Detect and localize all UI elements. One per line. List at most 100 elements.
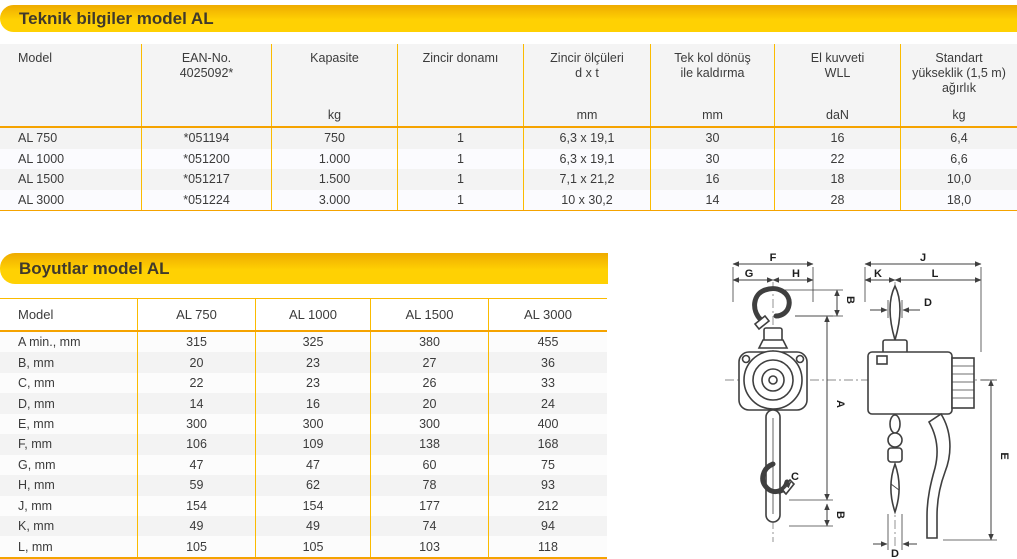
t2-cell: 47 bbox=[138, 454, 256, 476]
t1-cell: 750 bbox=[272, 128, 398, 149]
t2-cell: 154 bbox=[138, 495, 256, 516]
t1-cell: 18,0 bbox=[946, 192, 972, 207]
t1-header-label: WLL bbox=[824, 66, 851, 80]
t1-header-unit: kg bbox=[327, 108, 342, 122]
t2-row: J, mm 154 154 177 212 bbox=[0, 495, 607, 516]
t1-cell: 30 bbox=[651, 148, 775, 169]
t1-cell: 28 bbox=[775, 189, 901, 210]
t1-row: AL 1000 *051200 1.000 1 6,3 x 19,1 30 22 6,6 bbox=[0, 148, 1017, 169]
t2-cell: 23 bbox=[256, 352, 371, 373]
t2-cell: 49 bbox=[138, 515, 256, 537]
t2-cell: 455 bbox=[537, 335, 559, 350]
dimensions-table: Model AL 750 AL 1000 AL 1500 AL 3000 A min.,… bbox=[0, 298, 607, 559]
t2-cell: 62 bbox=[256, 475, 371, 496]
t2-row: L, mm 105 105 103 118 bbox=[0, 536, 607, 557]
hoist-dimension-drawing: F G H B C A B J K L D bbox=[725, 252, 1010, 559]
chain-connector bbox=[887, 447, 903, 463]
dim-label-D-top: D bbox=[924, 297, 932, 309]
t1-header-unit: mm bbox=[702, 108, 723, 122]
t1-cell: 7,1 x 21,2 bbox=[524, 169, 651, 190]
t1-row: AL 3000 *051224 3.000 1 10 x 30,2 14 28 18,0 bbox=[0, 189, 1017, 210]
t2-cell: 22 bbox=[138, 372, 256, 394]
t2-cell: 106 bbox=[138, 434, 256, 455]
t1-header-unit: mm bbox=[576, 108, 598, 122]
bottom-hook-side bbox=[890, 461, 900, 515]
section1-title: Teknik bilgiler model AL bbox=[19, 8, 214, 28]
t1-body: AL 750 *051194 750 1 6,3 x 19,1 30 16 6,4 AL 100… bbox=[0, 128, 1017, 211]
dim-label-D-bottom: D bbox=[891, 548, 899, 559]
top-hook-side bbox=[889, 284, 901, 343]
t2-cell: 177 bbox=[371, 495, 489, 516]
t1-cell: 1 bbox=[398, 189, 524, 210]
t2-cell: 27 bbox=[371, 352, 489, 373]
t2-cell: 74 bbox=[371, 515, 489, 537]
gear-hub bbox=[768, 375, 778, 385]
t2-row: G, mm 47 47 60 75 bbox=[0, 454, 607, 476]
t1-cell: 1 bbox=[398, 169, 524, 190]
t2-row: H, mm 59 62 78 93 bbox=[0, 475, 607, 496]
t1-cell: 3.000 bbox=[272, 189, 398, 210]
dim-label-B-bottom: B bbox=[834, 511, 846, 519]
t2-cell: 20 bbox=[371, 393, 489, 414]
t2-row: F, mm 106 109 138 168 bbox=[0, 434, 607, 455]
t2-cell: 380 bbox=[371, 332, 489, 353]
t1-cell: 1.000 bbox=[272, 148, 398, 169]
t2-row-label: C, mm bbox=[0, 372, 138, 394]
t1-cell: 1 bbox=[398, 128, 524, 149]
t2-cell: 60 bbox=[371, 454, 489, 476]
t1-cell: AL 1000 bbox=[0, 148, 142, 169]
t1-header-label: Standart bbox=[935, 51, 983, 65]
t2-cell: 49 bbox=[256, 515, 371, 537]
lever-arm-side bbox=[926, 412, 951, 539]
t2-cell: 23 bbox=[256, 372, 371, 394]
t2-row-label: J, mm bbox=[0, 495, 138, 516]
t2-row: E, mm 300 300 300 400 bbox=[0, 413, 607, 435]
t2-cell: 105 bbox=[256, 536, 371, 557]
t2-header-cell: AL 750 bbox=[138, 299, 256, 330]
chain-link-1 bbox=[889, 414, 901, 434]
t1-header-cell: Standart yükseklik (1,5 m) ağırlık kg bbox=[901, 44, 1017, 126]
t2-cell: 105 bbox=[138, 536, 256, 557]
t2-row-label: L, mm bbox=[0, 536, 138, 557]
dim-label-B-top: B bbox=[844, 296, 856, 304]
top-bracket-front bbox=[757, 339, 789, 349]
t1-header-cell: EAN-No. 4025092* bbox=[142, 44, 272, 126]
t2-header-row: Model AL 750 AL 1000 AL 1500 AL 3000 bbox=[0, 299, 607, 332]
t1-cell: 14 bbox=[651, 189, 775, 210]
t1-header-label: ile kaldırma bbox=[680, 66, 745, 80]
chain-link-2 bbox=[887, 432, 903, 448]
t2-row-label: E, mm bbox=[0, 413, 138, 435]
t2-cell: 138 bbox=[371, 434, 489, 455]
t1-cell: *051200 bbox=[142, 148, 272, 169]
t2-row-label: H, mm bbox=[0, 475, 138, 496]
top-hook-front bbox=[752, 286, 792, 323]
t2-cell: 325 bbox=[256, 332, 371, 353]
t1-row: AL 750 *051194 750 1 6,3 x 19,1 30 16 6,4 bbox=[0, 128, 1017, 149]
t2-row-label: D, mm bbox=[0, 393, 138, 414]
t2-cell: 33 bbox=[541, 376, 555, 391]
t2-cell: 26 bbox=[371, 372, 489, 394]
t1-header-label: EAN-No. bbox=[181, 51, 232, 65]
t2-cell: 109 bbox=[256, 434, 371, 455]
t2-row-label: A min., mm bbox=[0, 332, 138, 353]
t1-header-cell: El kuvveti WLL daN bbox=[775, 44, 901, 126]
t2-row-label: K, mm bbox=[0, 515, 138, 537]
t1-header-label: Zincir ölçüleri bbox=[550, 51, 624, 65]
t1-header-label: 4025092* bbox=[179, 66, 234, 80]
t2-cell: 315 bbox=[138, 332, 256, 353]
dim-label-H: H bbox=[792, 268, 800, 280]
body-lug bbox=[876, 355, 888, 365]
section-title-teknik-bilgiler: Teknik bilgiler model AL bbox=[0, 5, 1017, 32]
t2-cell: 24 bbox=[541, 396, 555, 411]
t2-header-cell: AL 3000 bbox=[524, 307, 572, 322]
dim-label-A: A bbox=[834, 400, 846, 408]
t2-cell: 118 bbox=[538, 539, 558, 554]
t1-header-cell: Zincir donamı bbox=[398, 44, 524, 126]
t1-header-label: Zincir donamı bbox=[422, 51, 499, 65]
t2-row: A min., mm 315 325 380 455 bbox=[0, 332, 607, 353]
t1-header-cell: Zincir ölçüleri d x t mm bbox=[524, 44, 651, 126]
t2-body: A min., mm 315 325 380 455 B, mm 20 23 27 36 C, mm… bbox=[0, 332, 607, 559]
t1-cell: 6,4 bbox=[950, 131, 968, 146]
t1-cell: *051224 bbox=[142, 189, 272, 210]
t1-cell: AL 750 bbox=[0, 128, 142, 149]
